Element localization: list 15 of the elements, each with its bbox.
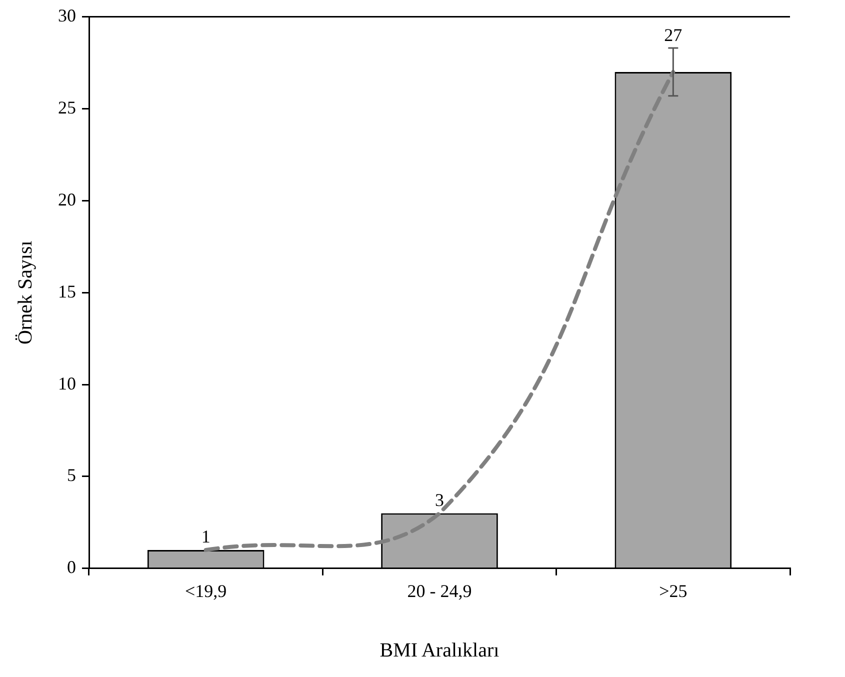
data-label: 3 xyxy=(435,490,444,510)
y-tick-label: 30 xyxy=(58,6,76,26)
data-label: 1 xyxy=(201,526,210,547)
y-tick-label: 5 xyxy=(67,465,76,486)
y-axis-title: Örnek Sayısı xyxy=(14,240,36,345)
y-tick-label: 25 xyxy=(58,97,76,118)
y-tick-label: 15 xyxy=(58,281,76,302)
x-tick-label: <19,9 xyxy=(185,580,227,601)
x-tick-label: 20 - 24,9 xyxy=(407,580,472,601)
data-label: 27 xyxy=(664,24,682,45)
x-tick-label: >25 xyxy=(659,580,688,601)
y-tick-label: 0 xyxy=(67,557,76,578)
y-tick-label: 10 xyxy=(58,373,76,394)
x-axis-title: BMI Aralıkları xyxy=(380,639,500,662)
y-tick-label: 20 xyxy=(58,189,76,210)
